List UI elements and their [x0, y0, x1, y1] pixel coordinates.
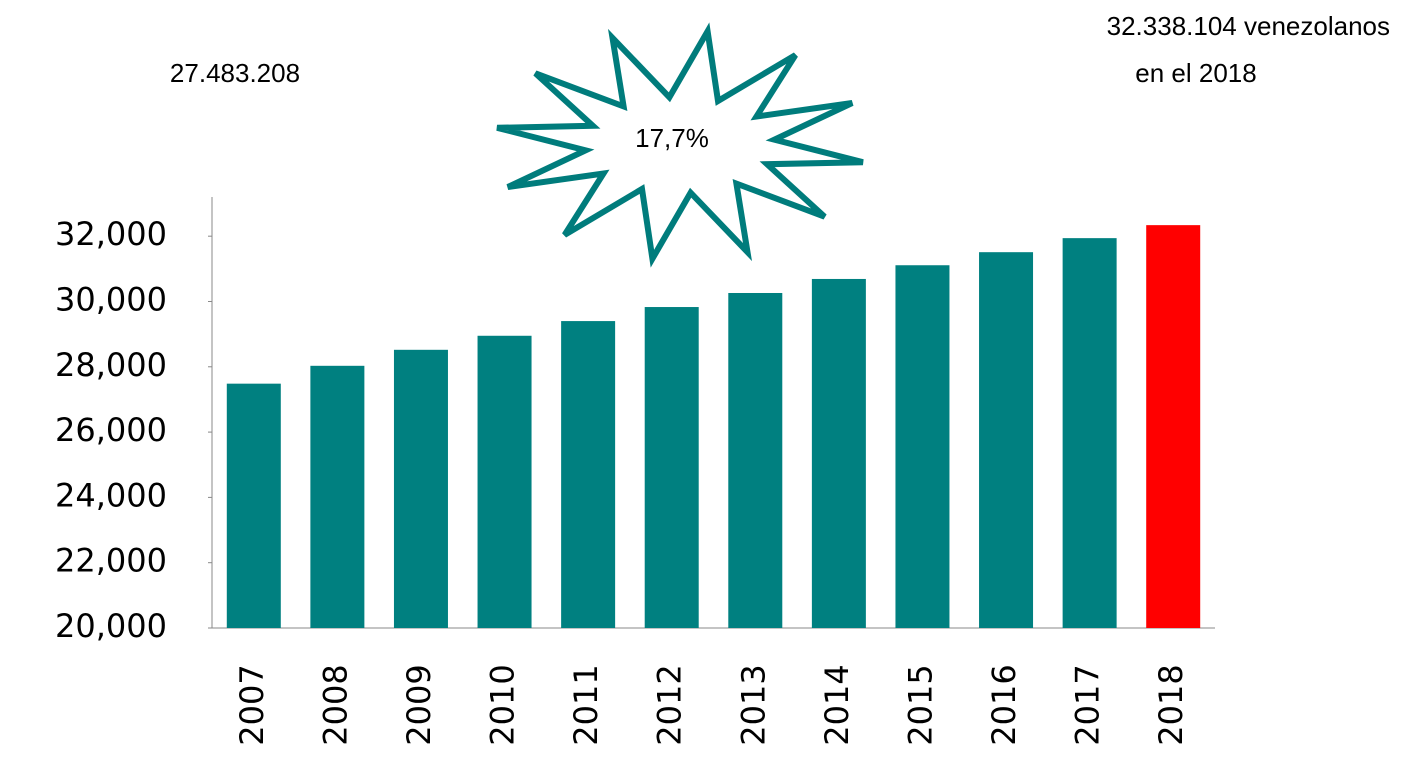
bar	[811, 278, 866, 628]
y-tick-label: 26,000	[55, 411, 167, 449]
x-tick-label: 2012	[651, 664, 689, 745]
x-tick-label: 2010	[484, 664, 522, 745]
x-tick-label: 2009	[400, 664, 438, 745]
bar	[477, 335, 532, 628]
y-tick-label: 22,000	[55, 542, 167, 580]
x-tick-label: 2018	[1152, 664, 1190, 745]
bar	[728, 292, 783, 628]
annotation: 27.483.208	[170, 58, 300, 88]
y-tick-label: 24,000	[55, 476, 167, 514]
bar	[1062, 238, 1117, 628]
annotation: 32.338.104 venezolanos	[1107, 11, 1390, 41]
x-tick-label: 2015	[901, 664, 939, 745]
x-tick-label: 2008	[316, 664, 354, 745]
bar	[895, 265, 950, 628]
bar	[393, 349, 448, 628]
starburst	[496, 22, 864, 268]
y-tick-label: 32,000	[55, 215, 167, 253]
bar	[979, 252, 1034, 628]
annotation: en el 2018	[1135, 58, 1256, 88]
x-tick-label: 2013	[734, 664, 772, 745]
y-tick-label: 28,000	[55, 346, 167, 384]
bar	[310, 365, 365, 628]
x-tick-label: 2011	[567, 664, 605, 745]
bar	[561, 321, 616, 628]
bar	[1146, 225, 1201, 628]
x-tick-label: 2016	[985, 664, 1023, 745]
annotation: 17,7%	[635, 123, 709, 153]
x-tick-label: 2014	[818, 664, 856, 745]
bar	[226, 383, 281, 628]
bar	[644, 307, 699, 628]
y-tick-label: 20,000	[55, 607, 167, 645]
x-tick-label: 2007	[233, 664, 271, 745]
x-tick-label: 2017	[1069, 664, 1107, 745]
y-tick-label: 30,000	[55, 280, 167, 318]
